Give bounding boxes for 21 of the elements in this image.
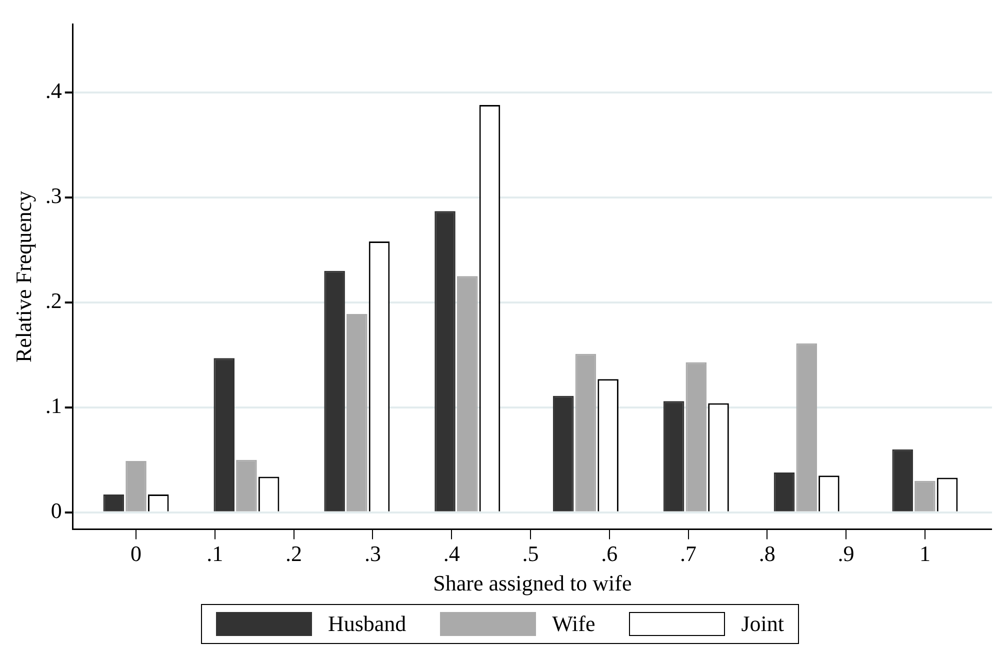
- x-tick-label: .1: [206, 541, 224, 566]
- x-tick-label: .3: [364, 541, 381, 566]
- x-tick-label: .2: [286, 541, 302, 566]
- legend-label: Joint: [741, 611, 784, 637]
- x-tick-label: .6: [601, 541, 618, 566]
- y-tick-label: .1: [45, 393, 62, 418]
- x-tick-label: 0: [130, 541, 142, 566]
- y-tick-label: .3: [45, 183, 62, 208]
- y-tick-label: .4: [45, 78, 62, 104]
- y-tick-label: .2: [45, 288, 62, 314]
- x-tick-label: .4: [443, 541, 460, 566]
- x-tick-label: 1: [919, 541, 930, 566]
- x-axis-title: Share assigned to wife: [433, 570, 632, 596]
- legend-label: Husband: [328, 611, 406, 637]
- legend-label: Wife: [552, 611, 596, 637]
- x-tick-label: .8: [758, 541, 776, 566]
- y-axis-title: Relative Frequency: [10, 190, 36, 363]
- x-tick-label: .9: [838, 541, 854, 566]
- x-tick-label: .5: [522, 541, 539, 566]
- y-tick-label: 0: [50, 498, 62, 524]
- x-tick-label: .7: [680, 541, 697, 566]
